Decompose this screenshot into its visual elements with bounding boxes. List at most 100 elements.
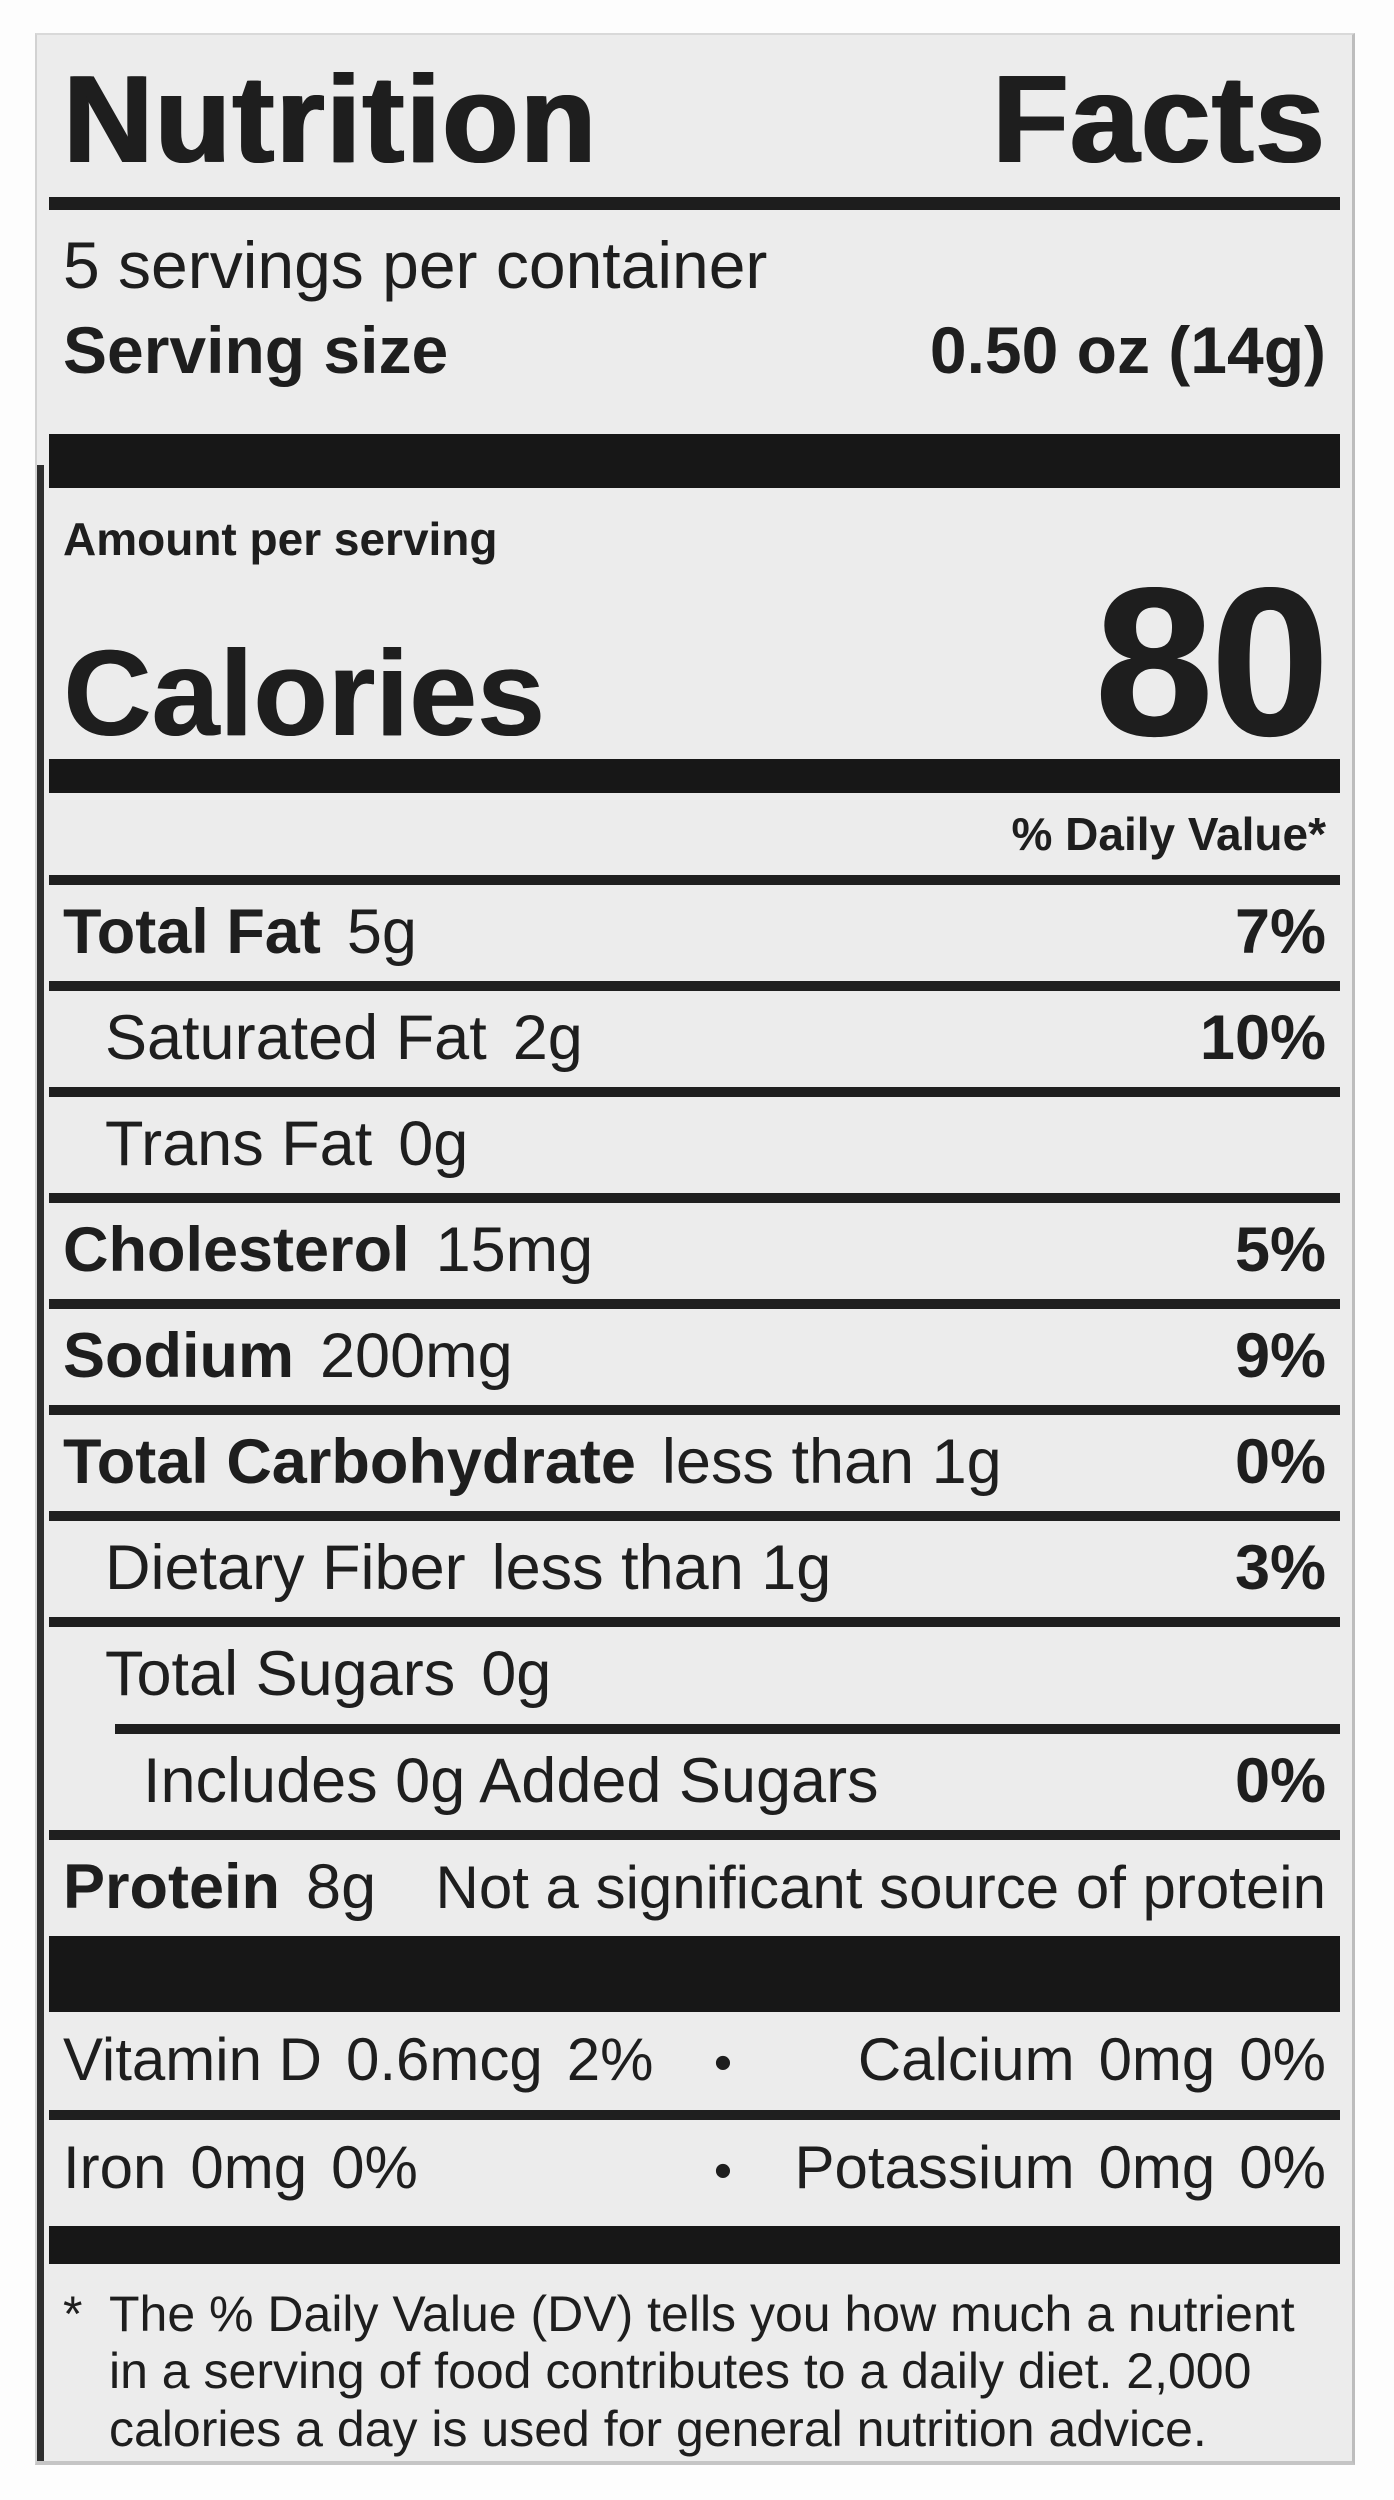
nutrient-row-total-sugars: Total Sugars 0g xyxy=(63,1627,1326,1723)
daily-value-header: % Daily Value* xyxy=(1011,807,1327,860)
title-word-facts: Facts xyxy=(992,51,1326,189)
nutrient-row-total-fat: Total Fat 5g 7% xyxy=(63,885,1326,981)
nutrient-name: Sodium xyxy=(63,1321,294,1392)
thick-bar-bottom xyxy=(49,2225,1340,2264)
amount-per-serving-label: Amount per serving xyxy=(63,513,498,566)
nutrient-cell: Total Sugars 0g xyxy=(63,1640,551,1708)
nutrient-cell: Trans Fat 0g xyxy=(63,1110,468,1178)
nutrient-amount: 0g xyxy=(481,1639,552,1710)
serving-size-value: 0.50 oz (14g) xyxy=(929,313,1326,388)
nutrition-facts-label: Nutrition Facts 5 servings per container… xyxy=(35,33,1355,2465)
nutrient-cell: Protein 8g xyxy=(63,1853,376,1921)
protein-note: Not a significant source of protein xyxy=(435,1853,1326,1921)
divider xyxy=(49,1617,1340,1628)
nutrient-amount: less than 1g xyxy=(491,1533,832,1604)
nutrient-name: Saturated Fat xyxy=(105,1003,487,1074)
nutrient-name: Cholesterol xyxy=(63,1215,410,1286)
divider xyxy=(49,1405,1340,1416)
nutrient-row-cholesterol: Cholesterol 15mg 5% xyxy=(63,1203,1326,1299)
micronutrient-row-2: Iron 0mg 0% • Potassium 0mg 0% xyxy=(63,2120,1326,2218)
divider xyxy=(49,1087,1340,1098)
nutrient-row-total-carbohydrate: Total Carbohydrate less than 1g 0% xyxy=(63,1415,1326,1511)
nutrient-cell: Includes 0g Added Sugars xyxy=(63,1745,879,1816)
thick-bar-middle xyxy=(49,1935,1340,2012)
nutrient-name: Protein xyxy=(63,1851,281,1922)
footnote-marker: * xyxy=(63,2285,83,2342)
micronutrient-daily-value: 0% xyxy=(1239,2133,1326,2201)
divider xyxy=(49,1299,1340,1310)
micronutrient-amount: 0mg xyxy=(1098,2133,1216,2201)
nutrient-row-dietary-fiber: Dietary Fiber less than 1g 3% xyxy=(63,1521,1326,1617)
nutrient-cell: Dietary Fiber less than 1g xyxy=(63,1534,831,1602)
footnote-text: The % Daily Value (DV) tells you how muc… xyxy=(109,2285,1295,2457)
nutrient-amount: 0g xyxy=(398,1109,469,1180)
nutrient-row-trans-fat: Trans Fat 0g xyxy=(63,1097,1326,1193)
micronutrient-name: Potassium xyxy=(794,2133,1075,2201)
nutrient-amount: 2g xyxy=(512,1003,583,1074)
label-left-edge xyxy=(37,465,44,2461)
nutrient-cell: Sodium 200mg xyxy=(63,1322,513,1390)
nutrient-name: Dietary Fiber xyxy=(105,1533,466,1604)
micronutrient-name: Iron xyxy=(63,2133,167,2201)
nutrient-cell: Total Carbohydrate less than 1g xyxy=(63,1428,1002,1496)
nutrient-name: Trans Fat xyxy=(105,1109,373,1180)
micronutrient-cell-iron: Iron 0mg 0% xyxy=(63,2133,708,2201)
micronutrient-amount: 0mg xyxy=(190,2133,308,2201)
divider xyxy=(49,1511,1340,1522)
nutrient-daily-value: 7% xyxy=(1234,897,1326,968)
nutrient-daily-value: 0% xyxy=(1234,1427,1326,1498)
calories-row: Calories 80 xyxy=(63,555,1328,767)
micronutrient-cell-vitamin-d: Vitamin D 0.6mcg 2% xyxy=(63,2025,708,2093)
divider-indented xyxy=(115,1723,1340,1734)
micronutrient-amount: 0.6mcg xyxy=(345,2025,543,2093)
nutrient-amount: 5g xyxy=(346,897,417,968)
nutrient-name: Includes 0g Added Sugars xyxy=(143,1745,879,1816)
nutrient-name: Total Carbohydrate xyxy=(63,1427,636,1498)
calories-divider-bar xyxy=(49,758,1340,793)
nutrient-name: Total Sugars xyxy=(105,1639,456,1710)
nutrient-daily-value: 0% xyxy=(1234,1745,1326,1816)
divider xyxy=(49,1193,1340,1204)
nutrient-daily-value: 5% xyxy=(1234,1215,1326,1286)
nutrient-amount: 200mg xyxy=(320,1321,513,1392)
divider xyxy=(49,981,1340,992)
nutrient-daily-value: 9% xyxy=(1234,1321,1326,1392)
nutrient-name: Total Fat xyxy=(63,897,321,968)
micronutrient-cell-potassium: Potassium 0mg 0% xyxy=(738,2133,1326,2201)
divider xyxy=(49,875,1340,886)
serving-size-row: Serving size 0.50 oz (14g) xyxy=(63,312,1326,434)
servings-per-container: 5 servings per container xyxy=(63,228,768,303)
micronutrient-daily-value: 0% xyxy=(1239,2025,1326,2093)
nutrient-daily-value: 10% xyxy=(1199,1003,1326,1074)
micronutrient-amount: 0mg xyxy=(1098,2025,1216,2093)
nutrient-amount: 8g xyxy=(306,1851,377,1922)
nutrient-row-saturated-fat: Saturated Fat 2g 10% xyxy=(63,991,1326,1087)
footnote: * The % Daily Value (DV) tells you how m… xyxy=(63,2286,1326,2459)
micronutrient-row-1: Vitamin D 0.6mcg 2% • Calcium 0mg 0% xyxy=(63,2012,1326,2110)
thick-bar-top xyxy=(49,434,1340,489)
micronutrient-name: Vitamin D xyxy=(63,2025,322,2093)
divider xyxy=(49,2109,1340,2120)
micronutrient-daily-value: 0% xyxy=(331,2133,418,2201)
title-word-nutrition: Nutrition xyxy=(63,51,598,189)
nutrient-daily-value: 3% xyxy=(1234,1533,1326,1604)
nutrient-row-sodium: Sodium 200mg 9% xyxy=(63,1309,1326,1405)
bullet-separator: • xyxy=(713,2033,733,2092)
serving-size-label: Serving size xyxy=(63,313,449,388)
nutrient-amount: 15mg xyxy=(435,1215,594,1286)
micronutrient-cell-calcium: Calcium 0mg 0% xyxy=(738,2025,1326,2093)
calories-value: 80 xyxy=(1094,542,1328,780)
nutrient-row-added-sugars: Includes 0g Added Sugars 0% xyxy=(63,1734,1326,1830)
divider xyxy=(49,1829,1340,1840)
title-divider xyxy=(49,197,1340,211)
nutrition-facts-title: Nutrition Facts xyxy=(63,35,1326,185)
nutrient-cell: Total Fat 5g xyxy=(63,898,417,966)
nutrient-amount: less than 1g xyxy=(661,1427,1002,1498)
micronutrient-daily-value: 2% xyxy=(566,2025,654,2093)
nutrient-cell: Saturated Fat 2g xyxy=(63,1004,583,1072)
bullet-separator: • xyxy=(713,2141,733,2200)
micronutrient-name: Calcium xyxy=(857,2025,1075,2093)
nutrient-row-protein: Protein 8g Not a significant source of p… xyxy=(63,1840,1326,1936)
calories-label: Calories xyxy=(63,624,545,761)
